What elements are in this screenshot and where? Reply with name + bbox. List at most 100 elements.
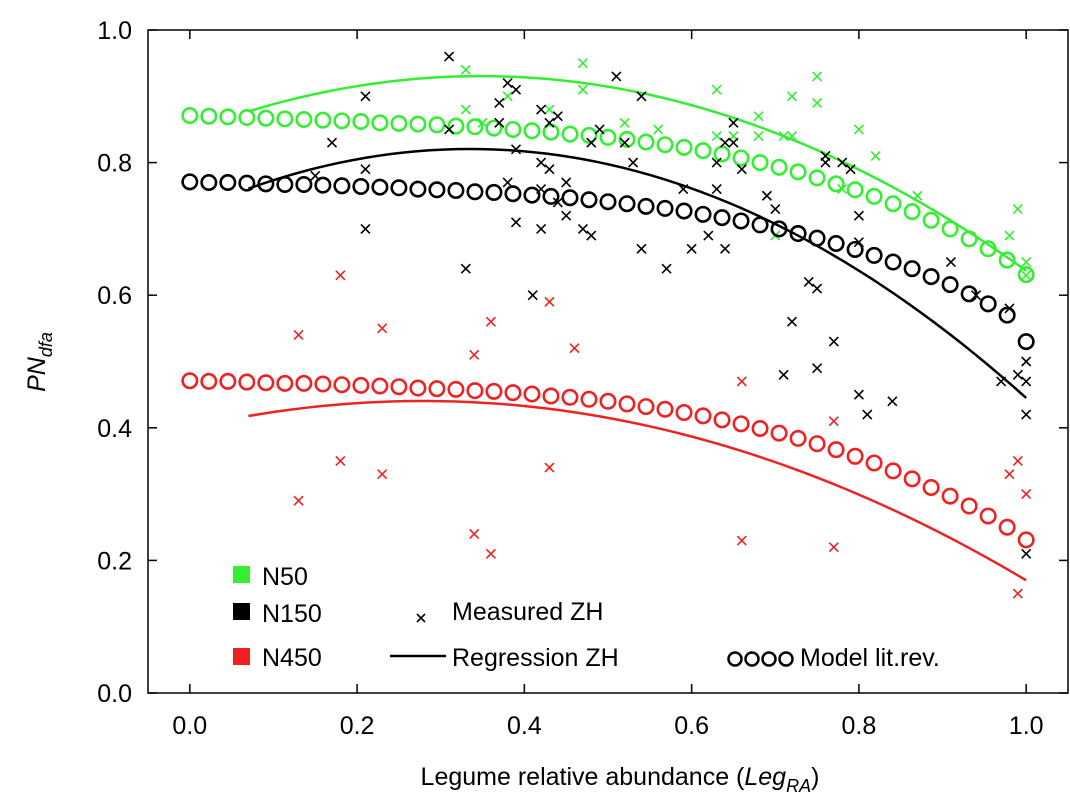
measured-point-n150: [460, 263, 471, 274]
model-point-n50: [1017, 266, 1035, 284]
model-point-n50: [732, 149, 750, 167]
measured-point-n50: [753, 111, 764, 122]
measured-point-n50: [778, 131, 789, 142]
model-point-n150: [181, 173, 199, 191]
axis-ticks: 0.0 0.2 0.4 0.6 0.8 1.0 0.0 0.2 0.4 0.6 0.8 1.0: [97, 17, 1068, 740]
model-point-n450: [1017, 531, 1035, 549]
measured-point-n150: [736, 164, 747, 175]
model-point-n450: [941, 487, 959, 505]
model-point-n50: [447, 117, 465, 135]
model-point-n450: [466, 382, 484, 400]
model-point-n50: [656, 136, 674, 154]
measured-point-n150: [552, 111, 563, 122]
measured-point-n150: [619, 137, 630, 148]
model-point-n150: [618, 195, 636, 213]
model-point-n450: [599, 392, 617, 410]
model-point-n450: [960, 497, 978, 515]
measured-point-n450: [377, 323, 388, 334]
model-point-n50: [789, 163, 807, 181]
model-point-n150: [903, 260, 921, 278]
model-point-n450: [238, 373, 256, 391]
model-point-n50: [523, 122, 541, 140]
model-point-n50: [884, 195, 902, 213]
model-point-n450: [732, 415, 750, 433]
measured-point-n50: [502, 91, 513, 102]
model-point-n450: [295, 374, 313, 392]
measured-point-n150: [510, 84, 522, 95]
measured-point-n150: [561, 177, 572, 188]
measured-point-n150: [444, 51, 455, 62]
model-point-n150: [694, 205, 712, 223]
model-point-n450: [181, 372, 199, 390]
measured-point-n150: [360, 164, 371, 175]
model-point-n150: [865, 246, 883, 264]
measured-point-n150: [786, 316, 798, 327]
model-point-n450: [333, 376, 351, 394]
measured-point-n50: [1021, 270, 1032, 281]
measured-point-n150: [996, 376, 1007, 387]
model-point-n150: [846, 240, 864, 258]
legend-swatch-n150: [233, 603, 250, 620]
measured-point-n450: [544, 296, 555, 307]
measured-point-n150: [510, 217, 522, 228]
model-point-n50: [561, 125, 579, 143]
model-point-n450: [827, 441, 845, 459]
legend-x-marker: [416, 613, 426, 623]
model-point-n50: [865, 187, 883, 205]
model-point-n50: [219, 108, 237, 126]
measured-point-n150: [887, 396, 898, 407]
measured-point-n450: [1012, 455, 1023, 467]
y-tick-label: 1.0: [97, 17, 132, 45]
measured-point-n150: [828, 336, 839, 347]
model-point-n150: [409, 180, 427, 198]
model-point-n150: [675, 202, 693, 220]
model-point-n450: [428, 380, 446, 398]
measured-point-n150: [310, 170, 321, 181]
y-tick-label: 0.2: [97, 547, 132, 575]
model-point-n150: [998, 306, 1016, 324]
model-point-n450: [447, 380, 465, 398]
measured-point-n450: [736, 376, 747, 387]
measured-point-n150: [853, 237, 864, 248]
model-point-n150: [656, 199, 674, 217]
model-point-n50: [371, 114, 389, 132]
x-tick-label: 1.0: [1009, 712, 1044, 740]
measured-point-n150: [1004, 303, 1015, 314]
measured-point-n50: [619, 117, 630, 128]
model-point-n150: [637, 197, 655, 215]
measured-point-n450: [736, 535, 747, 546]
measured-point-n150: [678, 184, 689, 195]
model-point-n450: [219, 372, 237, 390]
measured-point-n150: [577, 223, 588, 234]
measured-point-n50: [653, 124, 664, 135]
legend-circles-marker: [727, 651, 794, 667]
legend-label-n450: N450: [262, 644, 322, 672]
measured-point-n150: [552, 197, 563, 208]
model-point-n50: [599, 128, 617, 146]
measured-point-n150: [502, 77, 513, 89]
model-point-n50: [694, 142, 712, 160]
model-point-n450: [865, 454, 883, 472]
model-point-n50: [295, 111, 313, 129]
model-point-n50: [276, 110, 294, 128]
model-point-n150: [580, 191, 598, 209]
measured-point-n450: [569, 343, 580, 354]
model-point-n150: [447, 181, 465, 199]
measured-point-n150: [444, 124, 455, 135]
measured-point-n150: [812, 363, 823, 374]
measured-point-n50: [460, 104, 471, 115]
model-point-n150: [523, 186, 541, 204]
measured-point-n450: [485, 316, 496, 327]
model-point-n50: [713, 145, 731, 163]
model-point-n150: [333, 177, 351, 195]
measured-point-n450: [1012, 588, 1023, 599]
regression-line-n450: [248, 399, 1027, 582]
legend-swatch-n450: [233, 648, 250, 665]
model-point-n50: [485, 119, 503, 137]
model-point-n150: [789, 225, 807, 243]
model-point-n50: [352, 112, 370, 130]
model-point-n50: [409, 115, 427, 133]
measured-point-n50: [812, 71, 823, 82]
model-point-n50: [466, 118, 484, 136]
measured-point-n150: [494, 117, 505, 128]
